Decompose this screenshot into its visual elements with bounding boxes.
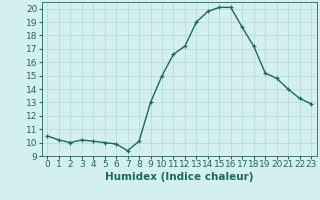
X-axis label: Humidex (Indice chaleur): Humidex (Indice chaleur) [105,172,253,182]
